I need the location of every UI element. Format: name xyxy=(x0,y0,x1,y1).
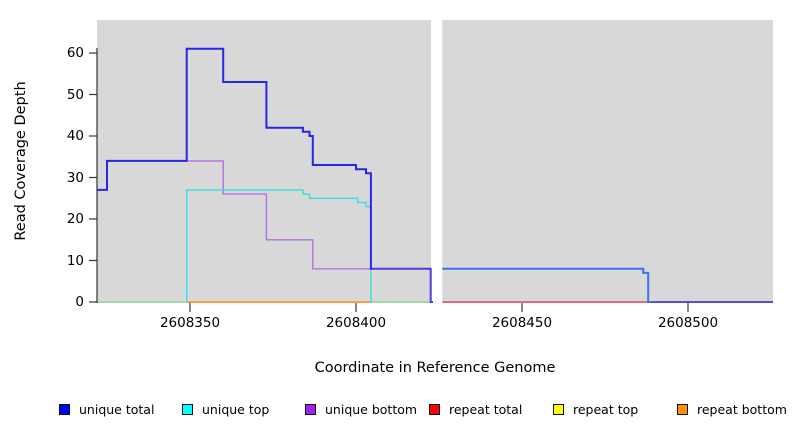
legend-item-repeat-total: repeat total xyxy=(429,400,522,418)
legend-swatch-unique-total xyxy=(59,403,70,415)
legend-item-unique-top: unique top xyxy=(182,400,269,418)
legend-swatch-unique-bottom xyxy=(305,403,316,415)
legend-label: unique total xyxy=(79,401,155,417)
coverage-gap-rect xyxy=(431,20,443,303)
y-tick-label-0: 0 xyxy=(75,294,84,310)
x-tick-label-2608500: 2608500 xyxy=(657,315,719,331)
y-tick-label-20: 20 xyxy=(66,211,84,227)
legend-label: repeat bottom xyxy=(697,401,787,417)
legend-swatch-repeat-bottom xyxy=(677,403,688,415)
y-tick-label-30: 30 xyxy=(66,169,84,186)
legend-swatch-unique-top xyxy=(182,403,193,415)
series-unique-total-seg1 xyxy=(372,267,433,303)
x-axis-title: Coordinate in Reference Genome xyxy=(314,360,556,376)
legend-swatch-repeat-top xyxy=(553,403,564,415)
legend-label: repeat top xyxy=(573,401,639,417)
legend-item-unique-bottom: unique bottom xyxy=(305,400,417,418)
y-tick-label-60: 60 xyxy=(66,45,84,61)
legend-item-unique-total: unique total xyxy=(59,400,154,418)
series-unique-total-seg0 xyxy=(97,47,373,270)
legend-label: repeat total xyxy=(449,401,523,417)
coverage-gap xyxy=(431,20,443,303)
x-tick-label-2608350: 2608350 xyxy=(159,315,221,331)
legend-item-repeat-top: repeat top xyxy=(553,400,638,418)
y-axis-title: Read Coverage Depth xyxy=(13,81,29,241)
legend-item-repeat-bottom: repeat bottom xyxy=(677,400,787,418)
y-tick-label-50: 50 xyxy=(66,86,84,103)
legend-swatch-repeat-total xyxy=(429,403,440,415)
y-tick-label-10: 10 xyxy=(66,252,84,269)
y-tick-label-40: 40 xyxy=(66,128,84,144)
legend-label: unique top xyxy=(202,401,270,417)
x-tick-label-2608400: 2608400 xyxy=(325,315,387,331)
axes xyxy=(89,48,689,312)
legend-label: unique bottom xyxy=(325,401,418,417)
series-unique-total-seg2 xyxy=(442,267,652,303)
x-tick-label-2608450: 2608450 xyxy=(491,315,553,331)
